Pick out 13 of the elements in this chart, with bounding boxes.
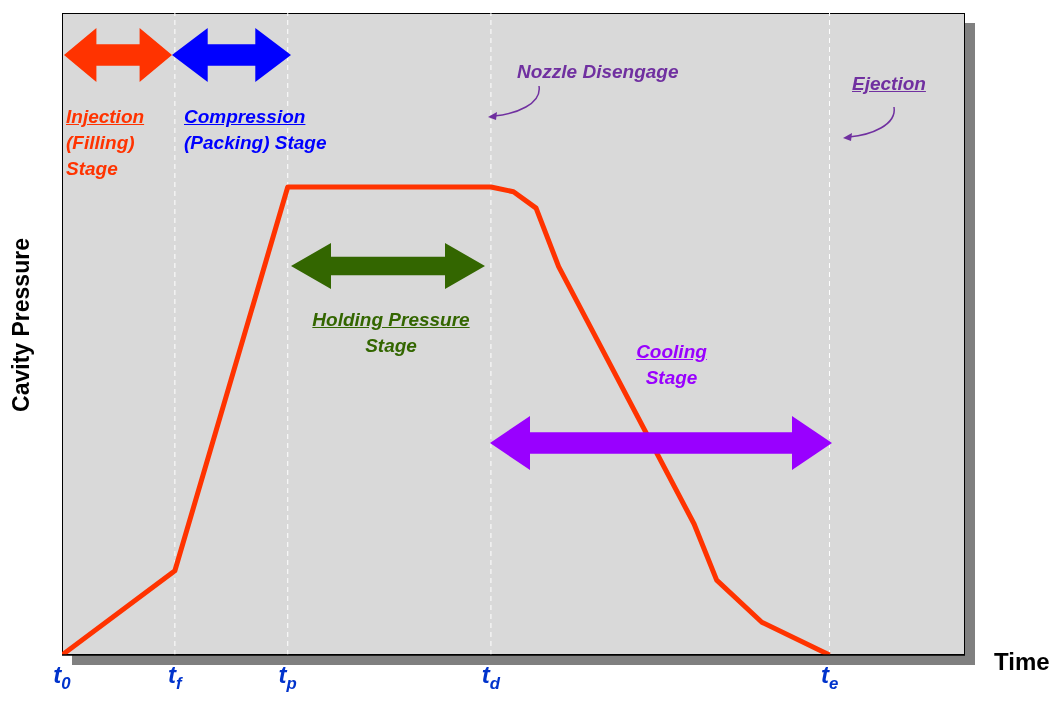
text: Injection (Filling) Stage <box>66 105 146 181</box>
x-tick-label: t$_{d}$ <box>481 661 501 693</box>
annotation: Holding Pressure Stage <box>311 308 471 358</box>
text: Ejection <box>852 72 927 96</box>
x-tick-label: t$_{e}$ <box>820 661 839 693</box>
annotation: Cooling Stage <box>635 340 708 390</box>
y-axis-title: Cavity Pressure <box>8 237 35 414</box>
x-tick-label: t$_{p}$ <box>278 661 297 693</box>
text: Nozzle Disengage <box>517 60 680 84</box>
x-tick-label: t$_{0}$ <box>53 661 72 693</box>
x-tick-label: t$_{f}$ <box>168 661 184 693</box>
x-axis-title: Time <box>994 648 1050 676</box>
text: Compression (Packing) Stage <box>184 105 328 155</box>
